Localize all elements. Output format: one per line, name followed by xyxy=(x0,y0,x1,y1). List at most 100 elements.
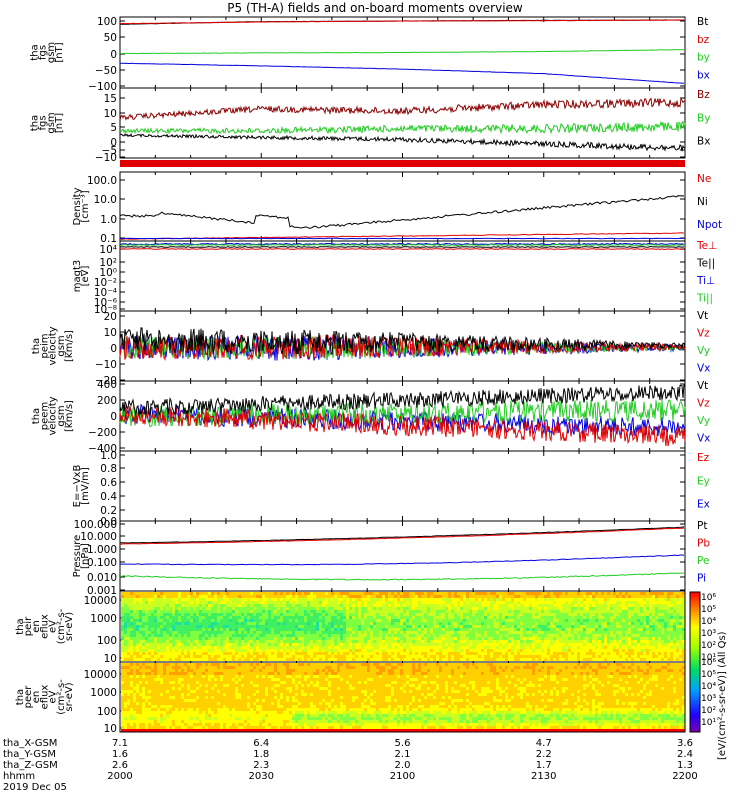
y-axis-label: gsm xyxy=(56,405,67,426)
colorbar-tick-top: 10³ xyxy=(701,629,716,639)
y-tick-label: 0.0 xyxy=(100,516,117,528)
y-tick-label: −400 xyxy=(88,443,117,455)
colorbar-tick-top: 10² xyxy=(701,641,716,651)
legend-npot: Npot xyxy=(697,219,722,231)
legend-pb: Pb xyxy=(697,538,710,550)
y-axis-label: eV xyxy=(48,620,59,633)
legend-ez: Ez xyxy=(697,452,710,464)
y-axis-label: magt3 xyxy=(72,260,83,293)
colorbar-tick-bottom: 10⁵ xyxy=(701,670,716,680)
legend-te⊥: Te⊥ xyxy=(696,240,717,252)
colorbar-tick-bottom: 10⁴ xyxy=(701,682,716,692)
y-axis-label: Pressure xyxy=(72,535,83,578)
x-tick-label: 2200 xyxy=(672,771,697,782)
y-tick-label: 10 xyxy=(104,327,117,339)
y-tick-label: 10⁻⁸ xyxy=(94,304,117,316)
y-axis-label: [cm⁻³] xyxy=(80,190,91,222)
colorbar-tick-bottom: 10¹ xyxy=(701,718,716,728)
y-tick-label: 15 xyxy=(104,93,117,105)
legend-te||: Te|| xyxy=(696,258,715,270)
y-axis-label: tha xyxy=(31,338,42,354)
series-vy xyxy=(119,399,686,428)
legend-vt: Vt xyxy=(697,380,708,392)
legend-pi: Pi xyxy=(697,573,706,585)
y-tick-label: 100.000 xyxy=(74,519,117,531)
colorbar-tick-top: 10⁵ xyxy=(701,605,716,615)
y-tick-label: 1.0 xyxy=(100,450,117,462)
y-axis-label: Density xyxy=(72,187,83,225)
y-tick-label: −10 xyxy=(95,359,117,371)
y-tick-label: 50 xyxy=(104,32,117,44)
y-axis-label: fgs xyxy=(38,115,49,130)
series-bz xyxy=(119,19,685,25)
y-axis-label: (cm²-s- xyxy=(56,679,67,715)
legend-vx: Vx xyxy=(697,433,710,445)
y-tick-label: 400 xyxy=(97,379,117,391)
legend-ey: Ey xyxy=(697,475,710,487)
series-pb xyxy=(119,527,685,545)
y-axis-label: tha xyxy=(29,44,40,60)
panel-frame xyxy=(119,661,686,733)
y-axis-label: peir xyxy=(23,616,34,636)
y-tick-label: 0.4 xyxy=(100,491,117,503)
x-tick-label: 1.8 xyxy=(253,749,269,760)
x-tick-label: 3.6 xyxy=(677,738,693,749)
x-tick-label: 2.2 xyxy=(536,749,552,760)
y-axis-label: tha xyxy=(29,115,40,131)
series-pi xyxy=(120,554,685,566)
colorbar-tick-bottom: 10² xyxy=(701,706,716,716)
y-axis-label: [eV] xyxy=(80,266,91,287)
y-tick-label: 10 xyxy=(104,653,117,665)
legend-pt: Pt xyxy=(697,520,707,532)
y-tick-label: 10000 xyxy=(84,595,117,607)
series-bx xyxy=(119,133,686,152)
panel-efield: 1.00.8 0.6 0.4 0.20.0 E=−VxB[mV/m] Ez Ey Ex xyxy=(72,450,710,528)
x-tick-label: 1.6 xyxy=(112,749,128,760)
y-axis-label: gsm xyxy=(46,42,57,63)
y-axis-label: [nT] xyxy=(54,42,65,62)
y-tick-label: 1.000 xyxy=(87,544,117,556)
status-bar xyxy=(120,160,685,167)
x-tick-label: 6.4 xyxy=(253,738,269,749)
x-tick-label: 7.1 xyxy=(112,738,128,749)
colorbar-tick-bottom: 10³ xyxy=(701,694,716,704)
colorbar-tick-top: 10⁴ xyxy=(701,617,716,627)
legend-vt: Vt xyxy=(697,310,708,322)
y-tick-label: 0 xyxy=(110,49,117,61)
series-ni xyxy=(119,195,685,229)
series-ne xyxy=(120,232,685,240)
y-tick-label: 0.2 xyxy=(100,505,117,517)
legend-bx: bx xyxy=(697,69,710,81)
legend-bt: Bt xyxy=(697,16,708,28)
y-axis-label: gsm xyxy=(46,112,57,133)
y-tick-label: 0.001 xyxy=(87,585,117,597)
spectrogram-peer xyxy=(121,663,685,732)
series-pe xyxy=(119,572,685,581)
y-tick-label: 10⁴ xyxy=(99,244,117,256)
y-tick-label: 10 xyxy=(104,108,117,120)
y-tick-label: 100.0 xyxy=(87,175,117,187)
y-tick-label: 200 xyxy=(97,395,117,407)
colorbar-label: [eV/(cm²-s-sr-eV)] (All Qs) xyxy=(717,631,728,760)
legend-bz: Bz xyxy=(697,89,710,101)
x-tick-label: 4.7 xyxy=(536,738,552,749)
x-row-label: tha_X-GSM xyxy=(3,738,57,749)
y-tick-label: 0 xyxy=(110,411,117,423)
legend-ti⊥: Ti⊥ xyxy=(696,275,715,287)
y-tick-label: 100 xyxy=(97,16,117,28)
y-tick-label: 10⁻² xyxy=(94,277,117,289)
x-row-label: hhmm xyxy=(3,771,35,782)
y-tick-label: −100 xyxy=(88,81,117,93)
series-by xyxy=(119,120,686,135)
y-tick-label: −200 xyxy=(88,427,117,439)
x-tick-label: 2.0 xyxy=(395,760,411,771)
y-axis-label: velocity xyxy=(48,326,59,365)
x-row-label: tha_Y-GSM xyxy=(3,749,56,760)
colorbar-tick-top: 10⁶ xyxy=(701,593,716,603)
legend-vy: Vy xyxy=(697,415,710,427)
series-te-perp xyxy=(119,248,685,250)
spectrogram-peir xyxy=(121,592,685,661)
